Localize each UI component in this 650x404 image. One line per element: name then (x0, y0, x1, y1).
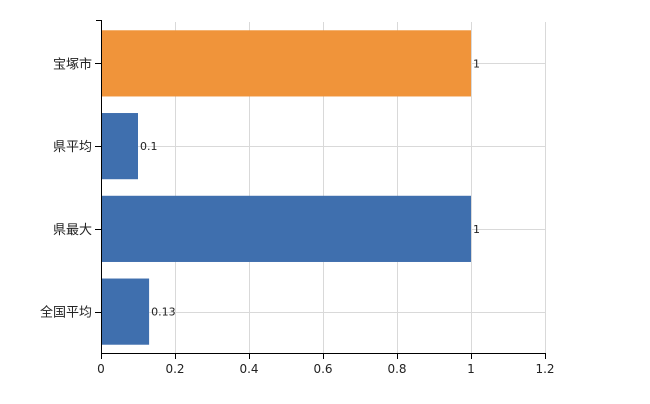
bar (101, 113, 138, 180)
data-label: 1 (473, 223, 480, 236)
bar (101, 195, 471, 262)
data-label: 0.1 (140, 140, 158, 153)
x-tick-label: 0 (97, 362, 105, 376)
category-label: 全国平均 (40, 305, 92, 321)
x-tick-label: 1 (467, 362, 475, 376)
x-tick-label: 0.6 (313, 362, 332, 376)
x-tick-label: 0.2 (165, 362, 184, 376)
category-label: 宝塚市 (53, 56, 92, 72)
axes (95, 20, 546, 359)
data-label: 1 (473, 57, 480, 70)
bar (101, 278, 150, 345)
x-tick-label: 0.4 (239, 362, 258, 376)
category-label: 県最大 (53, 223, 92, 238)
x-tick-label: 0.8 (387, 362, 406, 376)
bar (101, 30, 471, 97)
x-tick-label: 1.2 (535, 362, 554, 376)
bars (101, 30, 471, 345)
category-label: 県平均 (53, 140, 92, 155)
data-label: 0.13 (151, 306, 176, 319)
